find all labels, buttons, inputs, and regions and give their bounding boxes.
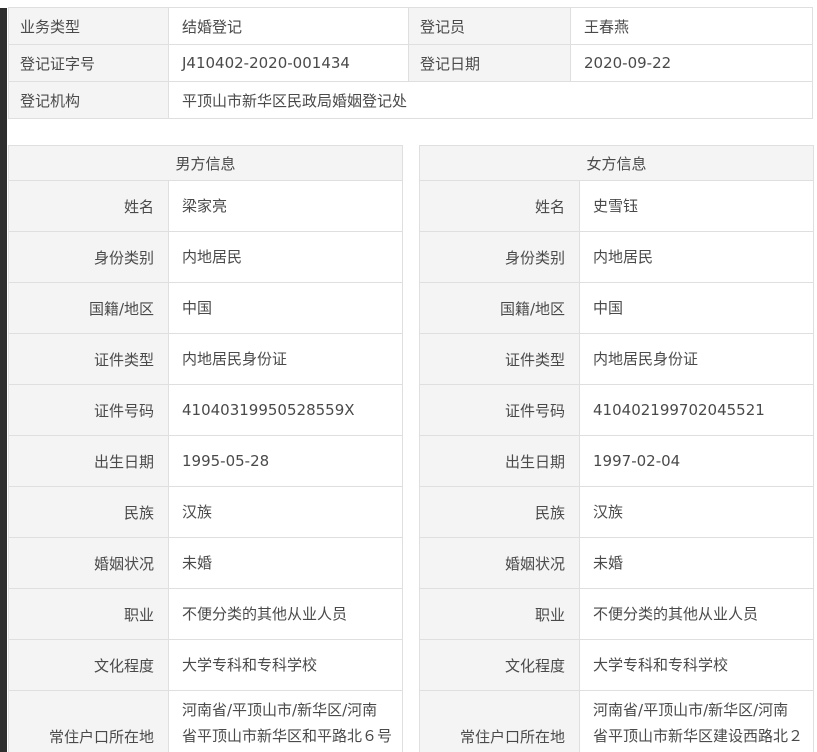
field-value: 大学专科和专科学校 bbox=[167, 639, 404, 691]
field-label: 婚姻状况 bbox=[8, 537, 169, 589]
field-value: 中国 bbox=[167, 282, 404, 334]
field-value: 梁家亮 bbox=[167, 180, 404, 232]
table-row: 国籍/地区 中国 bbox=[419, 282, 815, 334]
field-label: 登记机构 bbox=[8, 81, 169, 119]
table-row: 常住户口所在地 河南省/平顶山市/新华区/河南省平顶山市新华区和平路北６号院６号… bbox=[8, 690, 404, 752]
field-value: 未婚 bbox=[167, 537, 404, 589]
field-value: 河南省/平顶山市/新华区/河南省平顶山市新华区和平路北６号院６号楼７２号 bbox=[167, 690, 404, 752]
field-value: 未婚 bbox=[579, 537, 815, 589]
field-label: 登记证字号 bbox=[8, 44, 169, 82]
field-value: 汉族 bbox=[167, 486, 404, 538]
table-row: 姓名 梁家亮 bbox=[8, 180, 404, 232]
field-value: 41040319950528559X bbox=[167, 384, 404, 436]
field-label: 出生日期 bbox=[8, 435, 169, 487]
table-row: 身份类别 内地居民 bbox=[8, 231, 404, 283]
table-header-row: 男方信息 bbox=[7, 145, 404, 181]
field-value: 结婚登记 bbox=[168, 7, 409, 45]
field-label: 文化程度 bbox=[8, 639, 169, 691]
field-label: 证件类型 bbox=[419, 333, 581, 385]
field-value: 王春燕 bbox=[570, 7, 813, 45]
table-row: 常住户口所在地 河南省/平顶山市/新华区/河南省平顶山市新华区建设西路北２号院８… bbox=[419, 690, 815, 752]
field-label: 证件号码 bbox=[419, 384, 581, 436]
field-value: 1995-05-28 bbox=[167, 435, 404, 487]
field-value: 2020-09-22 bbox=[570, 44, 813, 82]
table-row: 出生日期 1997-02-04 bbox=[419, 435, 815, 487]
field-value: 不便分类的其他从业人员 bbox=[579, 588, 815, 640]
left-edge-strip bbox=[0, 8, 7, 752]
field-label: 姓名 bbox=[8, 180, 169, 232]
field-value: 410402199702045521 bbox=[579, 384, 815, 436]
field-label: 国籍/地区 bbox=[419, 282, 581, 334]
registration-row: 业务类型 结婚登记 登记员 王春燕 bbox=[8, 7, 813, 45]
field-value: 汉族 bbox=[579, 486, 815, 538]
field-value: 1997-02-04 bbox=[579, 435, 815, 487]
table-row: 文化程度 大学专科和专科学校 bbox=[8, 639, 404, 691]
table-title: 男方信息 bbox=[7, 145, 404, 181]
person-table-female: 女方信息 姓名 史雪钰 身份类别 内地居民 国籍/地区 中国 证件类 bbox=[419, 145, 815, 752]
field-label: 身份类别 bbox=[8, 231, 169, 283]
table-row: 婚姻状况 未婚 bbox=[8, 537, 404, 589]
content-area: 业务类型 结婚登记 登记员 王春燕 登记证字号 J410402-2020-001… bbox=[7, 7, 815, 752]
table-row: 职业 不便分类的其他从业人员 bbox=[419, 588, 815, 640]
field-label: 常住户口所在地 bbox=[8, 690, 169, 752]
table-title: 女方信息 bbox=[419, 145, 815, 181]
field-value: 内地居民 bbox=[167, 231, 404, 283]
person-table-male: 男方信息 姓名 梁家亮 身份类别 内地居民 国籍/地区 中国 证件类 bbox=[7, 145, 404, 752]
field-label: 证件类型 bbox=[8, 333, 169, 385]
field-value: 内地居民身份证 bbox=[579, 333, 815, 385]
field-label: 国籍/地区 bbox=[8, 282, 169, 334]
table-row: 证件类型 内地居民身份证 bbox=[419, 333, 815, 385]
table-row: 婚姻状况 未婚 bbox=[419, 537, 815, 589]
table-row: 证件类型 内地居民身份证 bbox=[8, 333, 404, 385]
field-label: 民族 bbox=[419, 486, 581, 538]
field-value: 河南省/平顶山市/新华区/河南省平顶山市新华区建设西路北２号院８号楼１５号 bbox=[579, 690, 815, 752]
field-value: 大学专科和专科学校 bbox=[579, 639, 815, 691]
field-label: 职业 bbox=[8, 588, 169, 640]
registration-table: 业务类型 结婚登记 登记员 王春燕 登记证字号 J410402-2020-001… bbox=[8, 7, 813, 119]
field-label: 出生日期 bbox=[419, 435, 581, 487]
table-row: 证件号码 41040319950528559X bbox=[8, 384, 404, 436]
registration-row: 登记机构 平顶山市新华区民政局婚姻登记处 bbox=[8, 81, 813, 119]
field-label: 姓名 bbox=[419, 180, 581, 232]
registration-row: 登记证字号 J410402-2020-001434 登记日期 2020-09-2… bbox=[8, 44, 813, 82]
field-value: J410402-2020-001434 bbox=[168, 44, 409, 82]
field-label: 婚姻状况 bbox=[419, 537, 581, 589]
table-row: 文化程度 大学专科和专科学校 bbox=[419, 639, 815, 691]
table-row: 姓名 史雪钰 bbox=[419, 180, 815, 232]
field-label: 身份类别 bbox=[419, 231, 581, 283]
table-header-row: 女方信息 bbox=[419, 145, 815, 181]
field-label: 登记日期 bbox=[408, 44, 571, 82]
field-label: 常住户口所在地 bbox=[419, 690, 581, 752]
field-label: 证件号码 bbox=[8, 384, 169, 436]
table-row: 出生日期 1995-05-28 bbox=[8, 435, 404, 487]
field-label: 登记员 bbox=[408, 7, 571, 45]
field-value: 不便分类的其他从业人员 bbox=[167, 588, 404, 640]
field-value: 内地居民 bbox=[579, 231, 815, 283]
field-value: 平顶山市新华区民政局婚姻登记处 bbox=[168, 81, 813, 119]
table-row: 证件号码 410402199702045521 bbox=[419, 384, 815, 436]
table-row: 民族 汉族 bbox=[8, 486, 404, 538]
field-label: 业务类型 bbox=[8, 7, 169, 45]
field-label: 民族 bbox=[8, 486, 169, 538]
table-row: 民族 汉族 bbox=[419, 486, 815, 538]
table-row: 职业 不便分类的其他从业人员 bbox=[8, 588, 404, 640]
field-value: 内地居民身份证 bbox=[167, 333, 404, 385]
field-label: 职业 bbox=[419, 588, 581, 640]
field-value: 史雪钰 bbox=[579, 180, 815, 232]
person-tables-row: 男方信息 姓名 梁家亮 身份类别 内地居民 国籍/地区 中国 证件类 bbox=[7, 145, 815, 752]
table-row: 身份类别 内地居民 bbox=[419, 231, 815, 283]
table-row: 国籍/地区 中国 bbox=[8, 282, 404, 334]
field-value: 中国 bbox=[579, 282, 815, 334]
field-label: 文化程度 bbox=[419, 639, 581, 691]
